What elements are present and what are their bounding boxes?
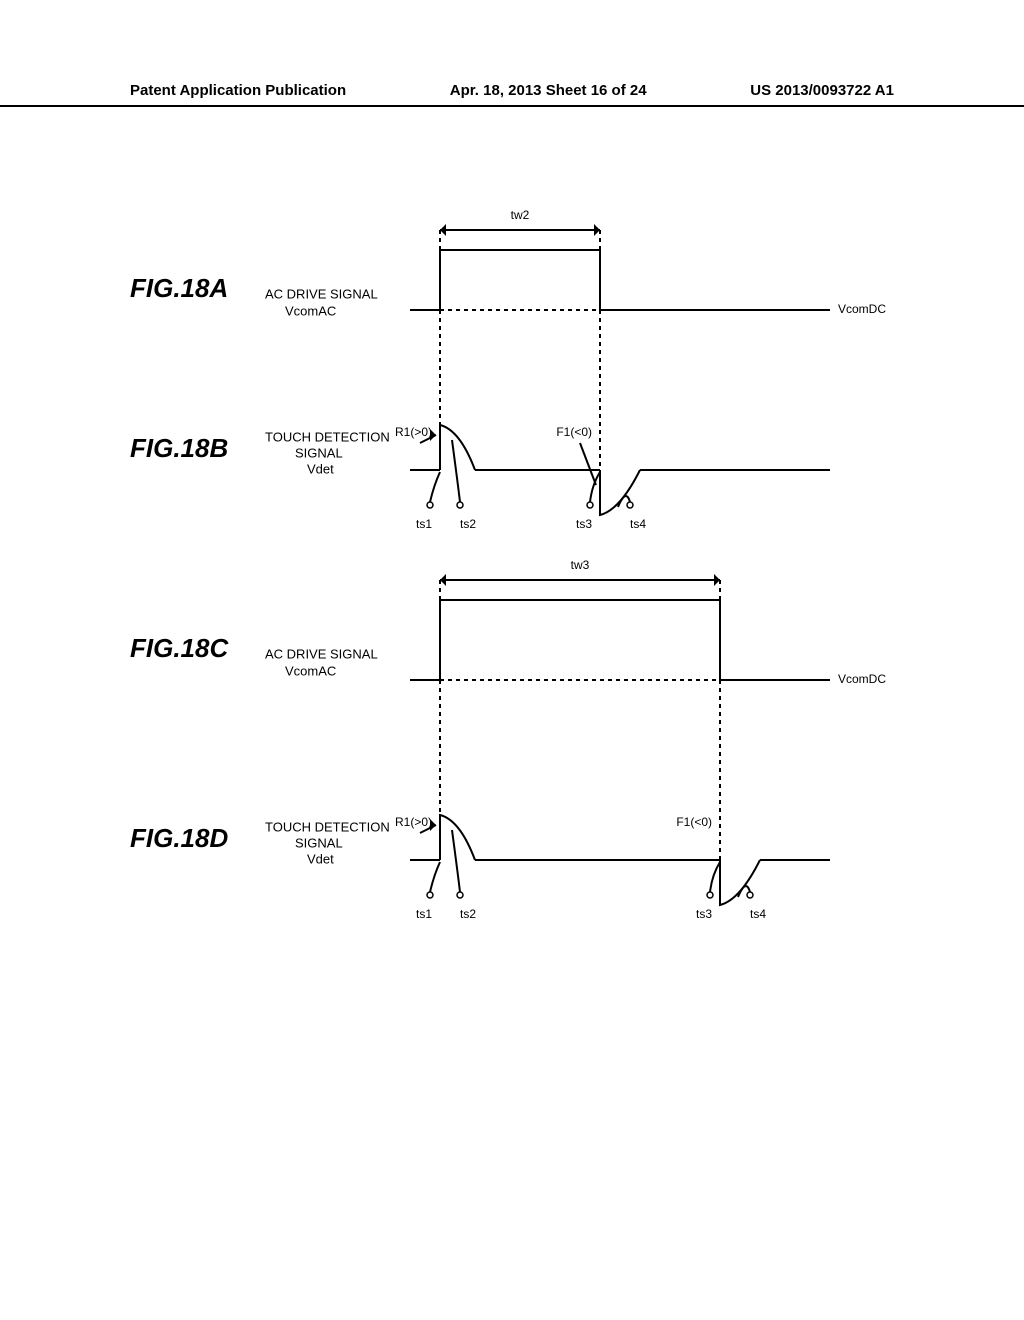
svg-text:ts2: ts2 xyxy=(460,517,476,531)
svg-text:tw3: tw3 xyxy=(571,558,590,572)
svg-text:VcomAC: VcomAC xyxy=(285,303,336,318)
svg-text:R1(>0): R1(>0) xyxy=(395,425,432,439)
svg-text:FIG.18B: FIG.18B xyxy=(130,433,228,463)
svg-text:SIGNAL: SIGNAL xyxy=(295,445,343,460)
svg-text:VcomDC: VcomDC xyxy=(838,672,886,686)
svg-text:Vdet: Vdet xyxy=(307,461,334,476)
svg-text:ts4: ts4 xyxy=(630,517,646,531)
svg-text:ts4: ts4 xyxy=(750,907,766,921)
svg-text:R1(>0): R1(>0) xyxy=(395,815,432,829)
svg-text:ts2: ts2 xyxy=(460,907,476,921)
svg-text:VcomAC: VcomAC xyxy=(285,663,336,678)
svg-text:F1(<0): F1(<0) xyxy=(676,815,712,829)
svg-text:VcomDC: VcomDC xyxy=(838,302,886,316)
svg-text:TOUCH DETECTION: TOUCH DETECTION xyxy=(265,819,390,834)
svg-text:AC DRIVE SIGNAL: AC DRIVE SIGNAL xyxy=(265,646,378,661)
svg-text:ts3: ts3 xyxy=(576,517,592,531)
svg-text:tw2: tw2 xyxy=(511,208,530,222)
svg-text:SIGNAL: SIGNAL xyxy=(295,835,343,850)
svg-text:ts1: ts1 xyxy=(416,517,432,531)
header-center: Apr. 18, 2013 Sheet 16 of 24 xyxy=(450,82,647,99)
svg-text:FIG.18A: FIG.18A xyxy=(130,273,228,303)
svg-text:FIG.18C: FIG.18C xyxy=(130,633,229,663)
svg-text:TOUCH DETECTION: TOUCH DETECTION xyxy=(265,429,390,444)
svg-text:ts1: ts1 xyxy=(416,907,432,921)
svg-text:ts3: ts3 xyxy=(696,907,712,921)
figure-svg: FIG.18A AC DRIVE SIGNAL VcomAC tw2 VcomDC FIG… xyxy=(130,200,910,980)
svg-text:FIG.18D: FIG.18D xyxy=(130,823,228,853)
svg-text:Vdet: Vdet xyxy=(307,851,334,866)
header-right: US 2013/0093722 A1 xyxy=(750,82,894,99)
svg-text:AC DRIVE SIGNAL: AC DRIVE SIGNAL xyxy=(265,286,378,301)
page-header: Patent Application Publication Apr. 18, … xyxy=(0,82,1024,107)
header-left: Patent Application Publication xyxy=(130,82,346,99)
svg-text:F1(<0): F1(<0) xyxy=(556,425,592,439)
figure-area: FIG.18A AC DRIVE SIGNAL VcomAC tw2 VcomDC FIG… xyxy=(130,200,910,980)
